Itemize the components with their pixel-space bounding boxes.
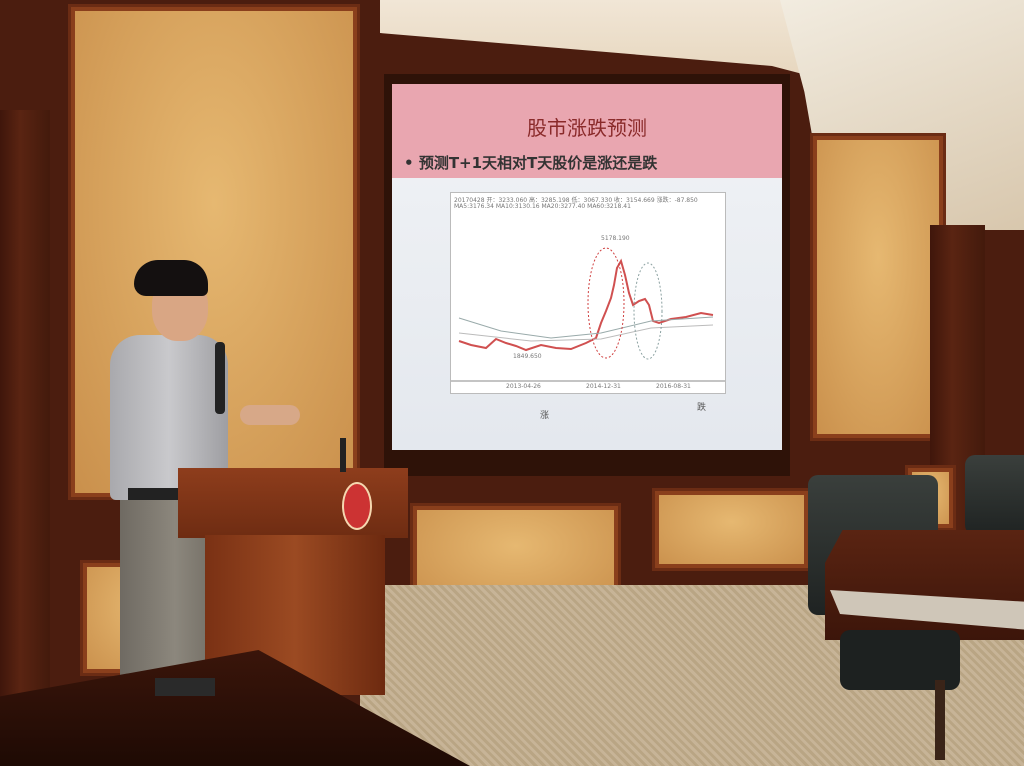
stock-chart: 20170428 开：3233.060 高：3285.198 低：3067.33… — [450, 192, 726, 394]
chart-header-2: MA5:3176.34 MA10:3130.16 MA20:3277.40 MA… — [454, 203, 631, 210]
chair-back-far — [965, 455, 1024, 535]
wall-panel-right — [810, 133, 946, 441]
moving-average-line — [458, 316, 714, 339]
chart-header-1: 20170428 开：3233.060 高：3285.198 低：3067.33… — [454, 197, 698, 204]
wall-panel-lower-right — [652, 488, 811, 571]
candlestick-plot — [451, 247, 725, 382]
fall-circle — [633, 262, 663, 360]
x-tick: 2016-08-31 — [656, 383, 691, 390]
chair-base — [935, 680, 945, 760]
bullet-text: 预测T+1天相对T天股价是涨还是跌 — [418, 154, 658, 172]
moving-average-line-2 — [458, 324, 714, 342]
fall-label: 跌 — [697, 403, 707, 413]
x-tick: 2013-04-26 — [506, 383, 541, 390]
x-tick: 2014-12-31 — [586, 383, 621, 390]
desk-device — [155, 678, 215, 696]
slide-header — [392, 84, 782, 178]
university-seal-icon — [342, 482, 372, 530]
projected-slide: 股市涨跌预测 • 预测T+1天相对T天股价是涨还是跌 20170428 开：32… — [392, 84, 782, 450]
presenter-hair — [134, 260, 208, 296]
slide-title: 股市涨跌预测 — [527, 116, 647, 140]
peak-label: 5178.190 — [601, 235, 630, 242]
microphone — [215, 342, 225, 414]
slide-bullet: • 预测T+1天相对T天股价是涨还是跌 — [404, 154, 658, 172]
rise-circle — [587, 247, 625, 359]
wood-pillar-left — [0, 110, 50, 710]
rise-label: 涨 — [540, 411, 550, 421]
trough-label: 1849.650 — [513, 353, 542, 360]
presenter-hand — [240, 405, 300, 425]
podium-top — [178, 468, 408, 538]
price-line — [458, 258, 714, 352]
podium-microphone — [340, 438, 346, 472]
